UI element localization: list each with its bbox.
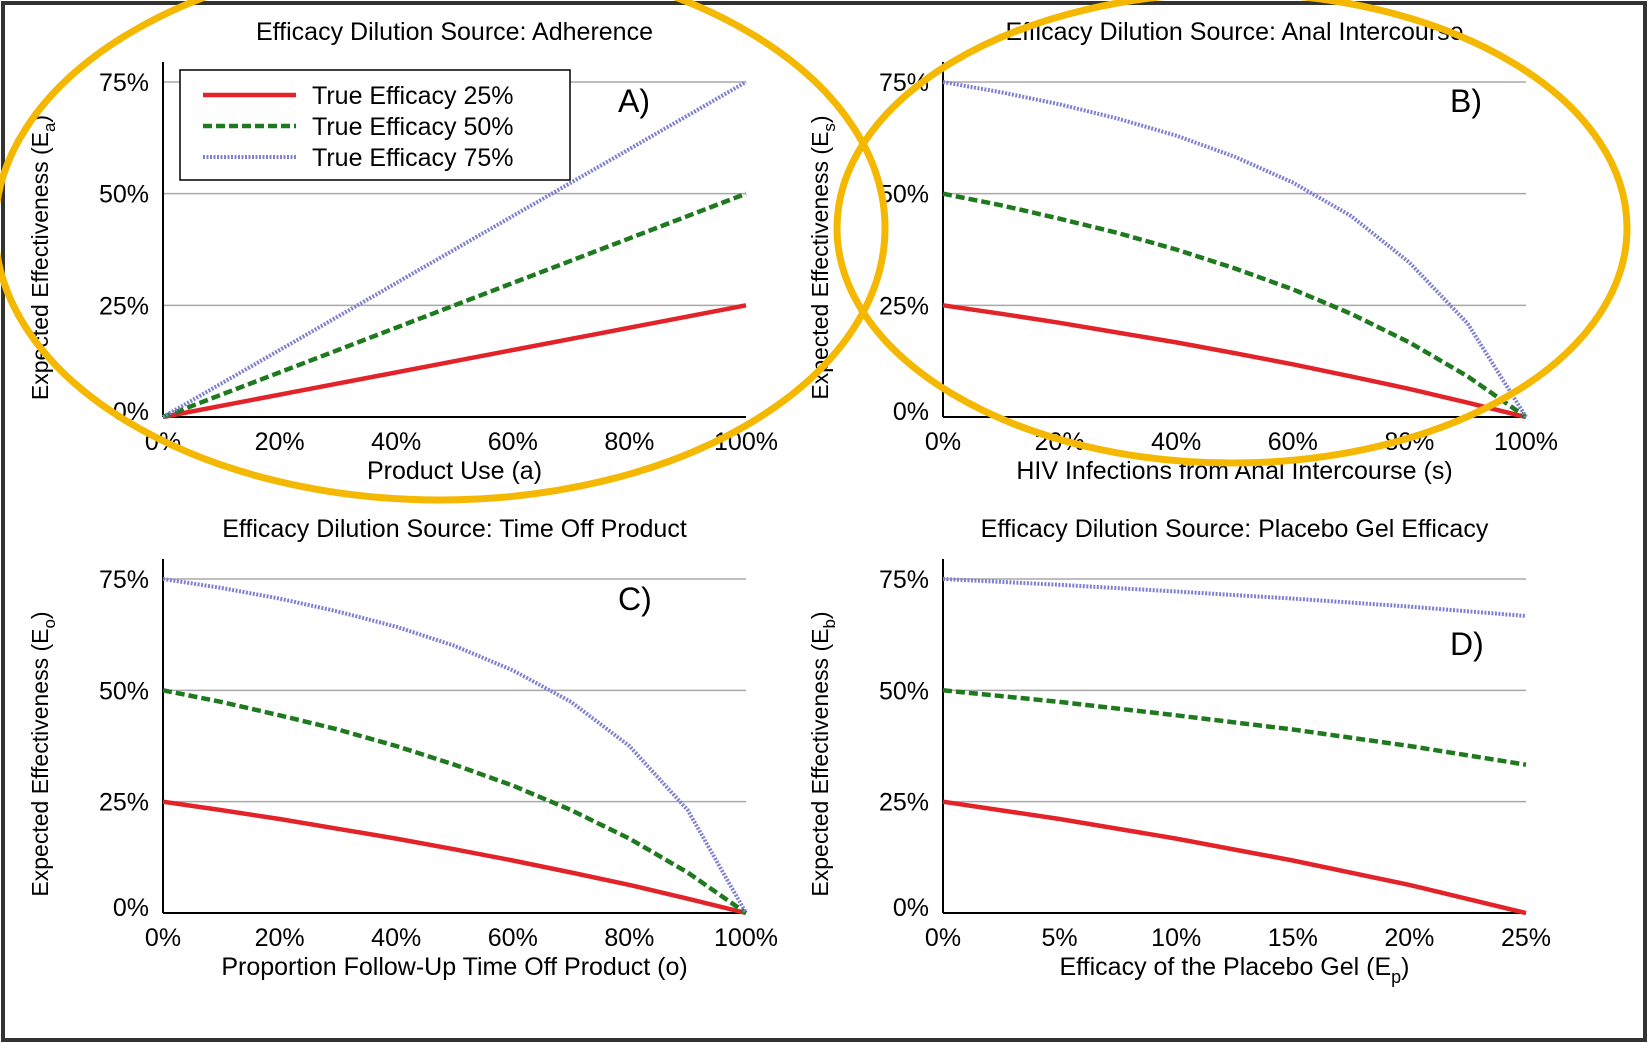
annotation-circles — [0, 0, 1631, 504]
x-tick-label: 80% — [604, 428, 654, 456]
panel-letter: A) — [618, 83, 650, 119]
chart-title: Efficacy Dilution Source: Placebo Gel Ef… — [981, 515, 1489, 543]
series-line-2 — [162, 191, 747, 420]
y-tick-label: 50% — [879, 677, 929, 705]
x-tick-label: 100% — [1494, 428, 1558, 456]
x-tick-label: 60% — [1268, 428, 1318, 456]
panel-letter: C) — [618, 581, 652, 617]
x-tick-label: 25% — [1501, 924, 1551, 952]
series-line-1 — [942, 303, 1527, 420]
chart-title: Efficacy Dilution Source: Adherence — [256, 18, 653, 46]
x-axis-label-sub: p — [1391, 967, 1401, 987]
y-tick-label: 50% — [99, 677, 149, 705]
x-tick-label: 5% — [1042, 924, 1078, 952]
series-line-2 — [162, 688, 748, 915]
y-axis-label-end: ) — [807, 115, 833, 123]
legend-entry: True Efficacy 25% — [312, 82, 513, 110]
y-tick-label: 75% — [879, 566, 929, 594]
legend-entry: True Efficacy 50% — [312, 113, 513, 141]
x-tick-label: 40% — [371, 428, 421, 456]
annotation-circle-b — [833, 0, 1631, 467]
series-line-3 — [162, 577, 748, 914]
series-line-2 — [942, 688, 1527, 767]
x-axis-label-main: Efficacy of the Placebo Gel (E — [1060, 953, 1392, 981]
series-line-1 — [942, 799, 1527, 916]
y-axis-label-end: ) — [807, 611, 833, 619]
y-axis-label-main: Expected Effectiveness (E — [27, 629, 53, 897]
panels: 0% 25% 50% 75% 0% 20% 40% 60% 80% 100% Efficacy Di… — [27, 18, 1558, 987]
annotation-circle-a — [0, 0, 889, 504]
x-tick-label: 0% — [925, 924, 961, 952]
chart-panel-4: 0% 25% 50% 75% 0% 5% 10% 15% 20% 25% Efficacy Dilu… — [807, 515, 1551, 987]
y-axis-label: Expected Effectiveness (Eb) — [807, 611, 839, 896]
x-tick-label: 0% — [145, 924, 181, 952]
y-tick-label: 50% — [879, 181, 929, 209]
chart-panel-2: 0%25%50%75%0% 20% 40% 60% 80% 100%Efficacy Di… — [807, 18, 1558, 485]
y-tick-label: 0% — [893, 894, 929, 922]
y-axis-label-sub: o — [40, 619, 59, 628]
x-tick-label: 20% — [1384, 924, 1434, 952]
x-axis-label: Product Use (a) — [367, 457, 542, 485]
chart-title: Efficacy Dilution Source: Anal Intercour… — [1005, 18, 1463, 46]
y-axis-label-sub: a — [40, 122, 59, 132]
y-axis-label-sub: s — [820, 123, 839, 132]
series-line-2 — [942, 191, 1528, 419]
series-line-3 — [942, 80, 1528, 419]
y-tick-label: 50% — [99, 181, 149, 209]
y-tick-label: 25% — [99, 292, 149, 320]
legend: True Efficacy 25% True Efficacy 50% True E… — [179, 69, 571, 181]
y-tick-label: 25% — [879, 789, 929, 817]
x-tick-label: 100% — [714, 428, 778, 456]
x-axis-label: Efficacy of the Placebo Gel (Ep) — [1060, 953, 1410, 987]
y-tick-label: 0% — [893, 398, 929, 426]
x-tick-label: 40% — [1151, 428, 1201, 456]
x-tick-label: 20% — [255, 428, 305, 456]
y-tick-label: 75% — [99, 566, 149, 594]
x-axis-label-end: ) — [1401, 953, 1409, 981]
x-tick-label: 80% — [604, 924, 654, 952]
y-tick-label: 75% — [99, 69, 149, 97]
series-line-1 — [162, 303, 747, 420]
x-tick-label: 60% — [488, 428, 538, 456]
legend-entry: True Efficacy 75% — [312, 144, 513, 172]
panel-letter: D) — [1450, 626, 1484, 662]
panel-letter: B) — [1450, 83, 1482, 119]
y-axis-label-end: ) — [27, 115, 53, 123]
chart-title: Efficacy Dilution Source: Time Off Produ… — [222, 515, 687, 543]
y-axis-label-main: Expected Effectiveness (E — [807, 629, 833, 897]
y-tick-label: 25% — [99, 789, 149, 817]
series-line-3 — [942, 577, 1527, 618]
series-line-3 — [162, 80, 747, 419]
x-tick-label: 60% — [488, 924, 538, 952]
x-tick-label: 0% — [925, 428, 961, 456]
x-tick-label: 100% — [714, 924, 778, 952]
y-axis-label: Expected Effectiveness (Es) — [807, 115, 839, 399]
x-tick-label: 40% — [371, 924, 421, 952]
x-axis-label: Proportion Follow-Up Time Off Product (o… — [221, 953, 687, 981]
y-axis-label-end: ) — [27, 611, 53, 619]
x-tick-label: 15% — [1268, 924, 1318, 952]
y-axis-label: Expected Effectiveness (Eo) — [27, 611, 59, 896]
y-tick-label: 25% — [879, 292, 929, 320]
y-axis-label-sub: b — [820, 619, 839, 628]
x-tick-label: 10% — [1151, 924, 1201, 952]
x-tick-label: 20% — [255, 924, 305, 952]
y-tick-label: 0% — [113, 894, 149, 922]
y-axis-label-main: Expected Effectiveness (E — [807, 132, 833, 400]
series-line-1 — [162, 799, 747, 916]
chart-panel-3: 0% 25% 50% 75% 0% 20% 40% 60% 80% 100% Efficacy Di… — [27, 515, 778, 981]
